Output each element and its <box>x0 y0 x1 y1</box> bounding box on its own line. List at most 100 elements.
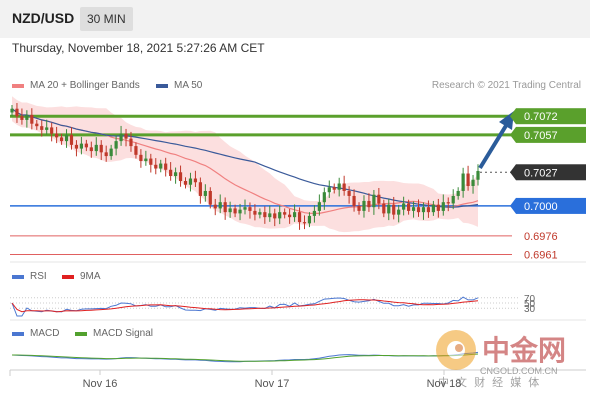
price-level-labels: 0.7072 0.7057 0.7027 0.7000 0.6976 0.6961 <box>510 108 586 262</box>
level-label-text: 0.6976 <box>524 231 558 243</box>
ma50-swatch <box>156 83 168 88</box>
candle <box>30 108 34 130</box>
candle-body <box>317 202 321 211</box>
candle-body <box>218 202 222 209</box>
candle <box>223 197 227 220</box>
candle-body <box>228 208 232 213</box>
candle <box>268 205 272 222</box>
candle <box>436 198 440 218</box>
level-label-pointer <box>510 197 516 214</box>
candle <box>253 204 257 221</box>
candle <box>263 206 267 224</box>
candle-body <box>109 148 113 157</box>
timeframe-badge[interactable]: 30 MIN <box>80 7 133 31</box>
level-label-0.7072: 0.7072 <box>510 108 586 125</box>
candle-body <box>243 207 247 210</box>
legend-macd: MACD <box>12 328 59 339</box>
candle-body <box>253 210 257 215</box>
level-label-text: 0.7027 <box>524 167 558 179</box>
candle-body <box>302 222 307 224</box>
candle <box>79 136 84 155</box>
candle-body <box>233 208 237 214</box>
rsi-line <box>11 296 479 317</box>
candle-body <box>397 209 401 215</box>
candle-body <box>283 212 287 215</box>
candle <box>218 194 222 214</box>
svg-text:中金网: 中金网 <box>482 334 566 366</box>
legend-rsi-ma: 9MA <box>62 271 101 282</box>
rsi-ma-swatch <box>62 274 74 279</box>
candle <box>233 204 237 218</box>
candle <box>402 196 406 216</box>
candle-body <box>406 203 411 211</box>
candle-body <box>20 116 24 120</box>
candle <box>337 177 341 197</box>
candle-body <box>263 212 267 218</box>
macd-signal-line <box>12 353 479 362</box>
candle-body <box>79 143 84 149</box>
candle <box>312 205 317 223</box>
legend-ma20: MA 20 + Bollinger Bands <box>12 80 140 91</box>
svg-text:中 文 财 经 媒 体: 中 文 财 经 媒 体 <box>438 375 541 389</box>
candle-body <box>337 183 341 190</box>
candle <box>173 167 178 184</box>
level-label-box <box>516 197 586 214</box>
candle-body <box>164 163 168 170</box>
candle <box>258 208 262 219</box>
candle-body <box>426 207 431 213</box>
candle-body <box>288 214 292 218</box>
candle-body <box>173 172 178 177</box>
candle <box>114 135 118 156</box>
candle <box>104 145 108 162</box>
candle <box>322 187 326 210</box>
candle <box>208 187 212 209</box>
candle-body <box>352 195 356 206</box>
candle-body <box>248 207 252 211</box>
candle <box>416 199 421 217</box>
candle <box>193 170 198 187</box>
candle-body <box>84 143 88 148</box>
level-label-0.6976: 0.6976 <box>524 231 558 243</box>
candle <box>292 204 297 222</box>
candle-body <box>178 172 183 181</box>
candle-body <box>382 203 386 214</box>
candle-body <box>357 205 361 211</box>
candle <box>466 165 470 191</box>
candle-body <box>154 164 158 169</box>
candle <box>441 194 445 216</box>
candle-body <box>312 210 317 216</box>
candle <box>164 157 168 177</box>
timestamp: Thursday, November 18, 2021 5:27:26 AM C… <box>12 41 265 55</box>
candle <box>50 122 54 142</box>
candle <box>421 202 426 220</box>
candle-body <box>89 147 93 152</box>
candle <box>471 175 475 194</box>
candle <box>327 180 331 198</box>
candle-body <box>114 141 118 149</box>
candle-body <box>169 169 173 177</box>
candle-body <box>297 212 302 223</box>
candle-body <box>307 215 312 224</box>
legend-ma50: MA 50 <box>156 80 202 91</box>
candle <box>154 158 158 175</box>
candle <box>134 142 138 159</box>
candle <box>392 196 396 220</box>
candle-body <box>268 213 272 218</box>
candle <box>377 187 381 210</box>
rsi-ma-line <box>11 299 479 313</box>
candle <box>461 167 465 198</box>
x-axis: Nov 16 Nov 17 Nov 18 <box>83 370 461 390</box>
candle <box>431 200 435 216</box>
rsi-level-label: 30 <box>524 304 536 315</box>
candle-body <box>327 187 331 193</box>
candle-body <box>441 202 445 211</box>
level-label-text: 0.7072 <box>524 111 558 123</box>
candle <box>238 203 242 221</box>
candle-body <box>476 171 480 180</box>
legend-rsi-label: RSI <box>30 271 47 282</box>
candle <box>228 201 232 218</box>
candle <box>307 212 312 228</box>
macd-panel <box>11 351 479 363</box>
